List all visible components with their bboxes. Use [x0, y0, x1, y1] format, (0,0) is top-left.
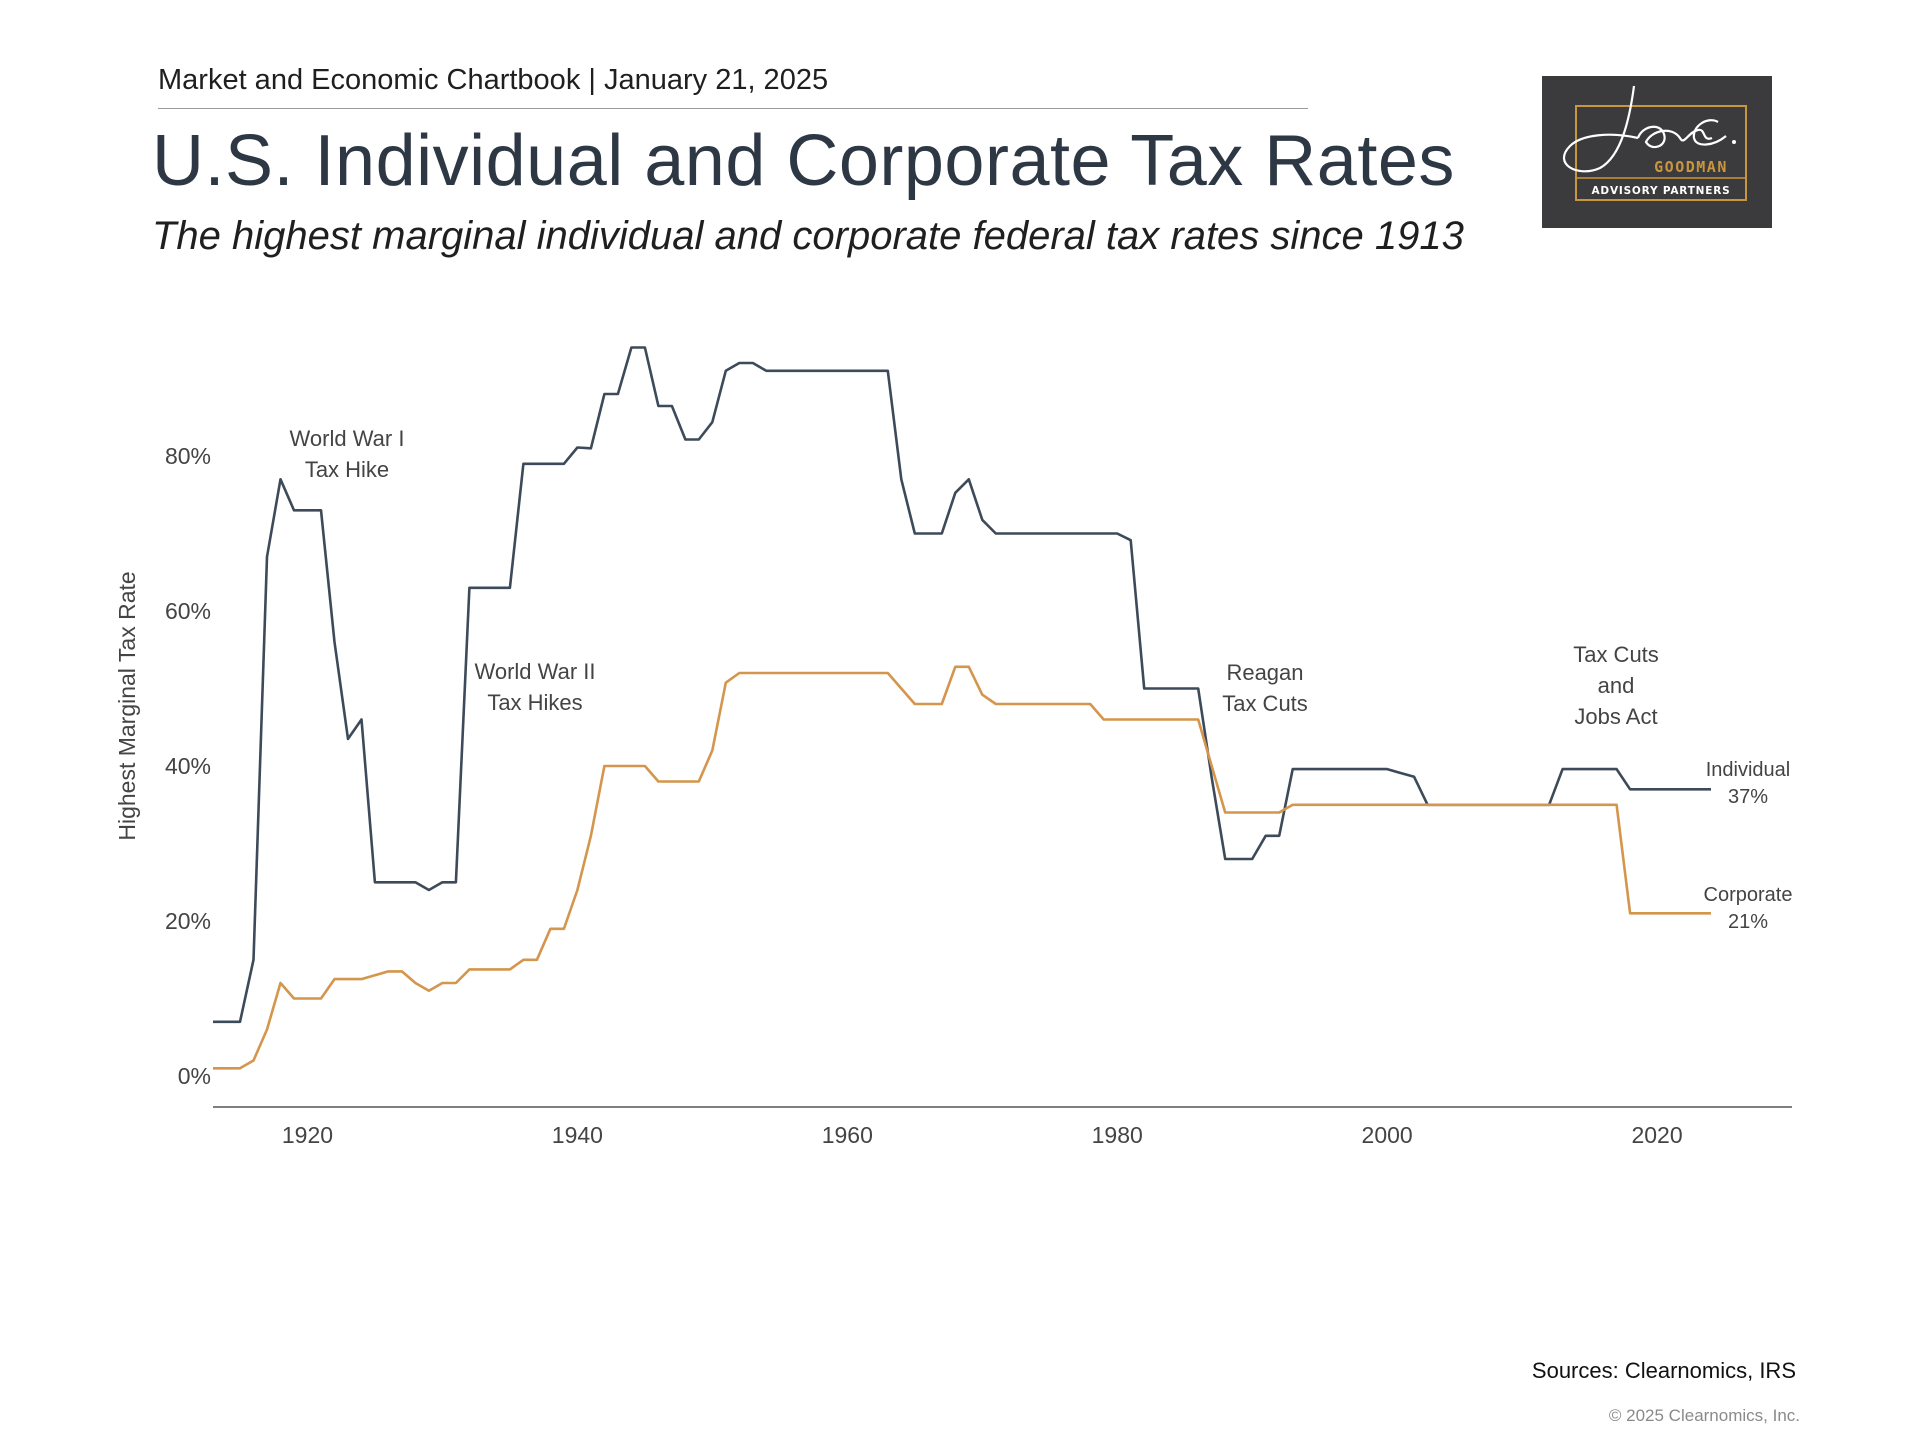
y-tick-label: 20% — [165, 908, 211, 934]
individual-rate-line — [213, 346, 1711, 1024]
logo-frame — [1575, 105, 1747, 201]
x-tick-label: 2000 — [1362, 1122, 1413, 1148]
chart-axes: 1920 1940 1960 1980 2000 2020 0% 20% 40% 60% 80% Hi… — [114, 443, 1792, 1148]
annotation-ww1-line: World War I — [290, 426, 405, 451]
y-tick-label: 80% — [165, 443, 211, 469]
copyright-note: © 2025 Clearnomics, Inc. — [1608, 1406, 1800, 1425]
annotation-reagan-line: Reagan — [1226, 660, 1303, 685]
y-tick-label: 60% — [165, 598, 211, 624]
logo-signature-dot — [1732, 140, 1736, 144]
chartbook-header: Market and Economic Chartbook | January … — [158, 64, 829, 96]
x-tick-label: 1960 — [822, 1122, 873, 1148]
annotation-ww1-line: Tax Hike — [305, 457, 389, 482]
y-tick-label: 0% — [178, 1063, 211, 1089]
x-tick-label: 2020 — [1631, 1122, 1682, 1148]
annotation-ww2-line: World War II — [474, 659, 595, 684]
individual-end-value-label: 37% — [1728, 786, 1768, 808]
x-tick-label: 1920 — [282, 1122, 333, 1148]
corporate-rate-line — [213, 665, 1711, 1070]
page-title: U.S. Individual and Corporate Tax Rates — [152, 121, 1455, 201]
logo-tagline: ADVISORY PARTNERS — [1592, 185, 1731, 197]
company-logo: GOODMAN ADVISORY PARTNERS — [1542, 76, 1772, 228]
y-axis-title: Highest Marginal Tax Rate — [114, 571, 140, 840]
annotation-tcja-line: Tax Cuts — [1573, 642, 1659, 667]
x-tick-label: 1940 — [552, 1122, 603, 1148]
annotation-tcja-line: Jobs Act — [1574, 704, 1657, 729]
corporate-series-label: Corporate — [1704, 884, 1793, 906]
logo-signature-stroke — [1562, 85, 1727, 173]
annotation-reagan-line: Tax Cuts — [1222, 691, 1308, 716]
annotation-ww2-line: Tax Hikes — [487, 690, 582, 715]
x-tick-label: 1980 — [1092, 1122, 1143, 1148]
y-tick-label: 40% — [165, 753, 211, 779]
corporate-end-value-label: 21% — [1728, 911, 1768, 933]
chart-lines — [213, 346, 1711, 1070]
chart-labels: Individual 37% Corporate 21% World War I Tax … — [290, 426, 1793, 933]
logo-graphic: GOODMAN ADVISORY PARTNERS — [1562, 85, 1747, 201]
logo-name: GOODMAN — [1654, 158, 1728, 176]
page-subtitle: The highest marginal individual and corp… — [152, 214, 1464, 258]
annotation-tcja-line: and — [1598, 673, 1635, 698]
individual-series-label: Individual — [1706, 759, 1791, 781]
header-divider — [158, 108, 1308, 109]
sources-note: Sources: Clearnomics, IRS — [1531, 1358, 1796, 1383]
